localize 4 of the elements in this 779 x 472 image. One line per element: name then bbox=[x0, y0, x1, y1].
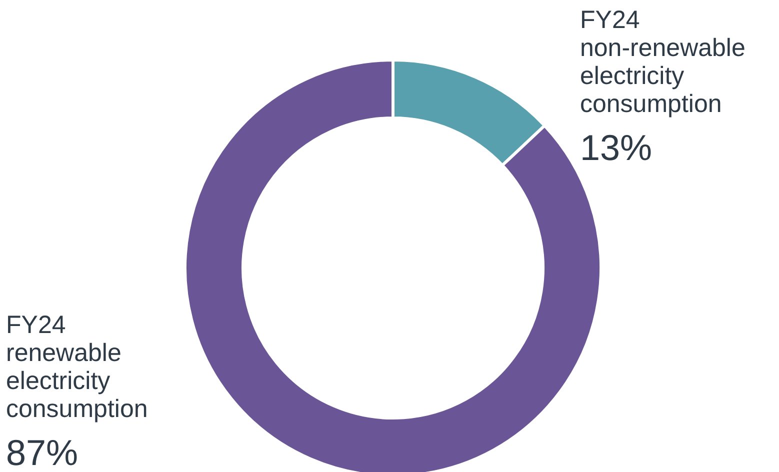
slice-label: FY24 renewable electricity consumption bbox=[6, 311, 148, 423]
slice-label: FY24 non-renewable electricity consumption bbox=[580, 6, 746, 118]
data-label: 87% bbox=[6, 432, 78, 472]
data-label: 13% bbox=[580, 127, 652, 168]
